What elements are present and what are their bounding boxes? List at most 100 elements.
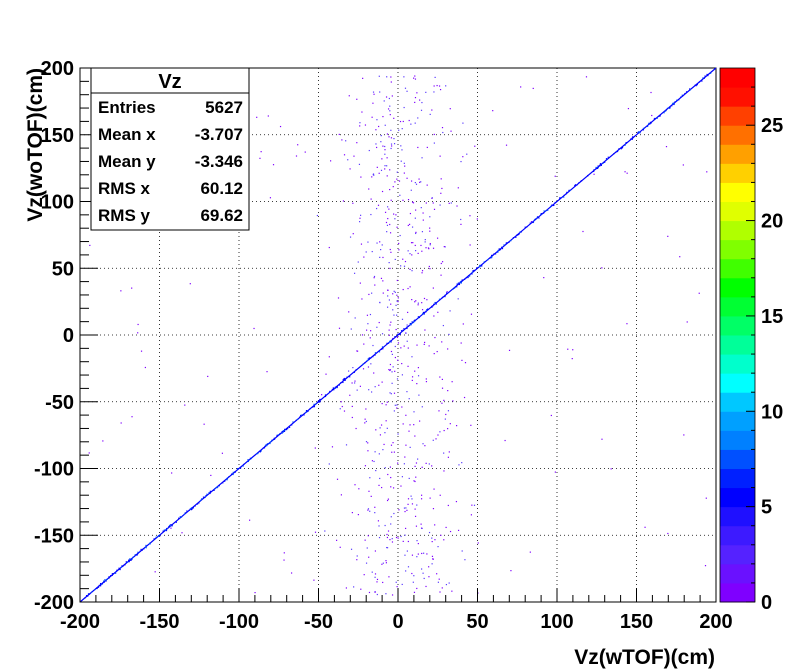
data-point <box>380 249 382 251</box>
data-point <box>428 576 430 578</box>
data-point <box>532 221 534 224</box>
data-point <box>368 591 371 594</box>
data-point <box>390 147 392 150</box>
data-point <box>685 91 688 93</box>
data-point <box>243 463 245 466</box>
data-point <box>393 137 395 140</box>
data-point <box>389 169 391 171</box>
x-tick-label: 200 <box>699 611 732 633</box>
data-point <box>664 110 667 112</box>
data-point <box>414 96 417 99</box>
data-point <box>651 114 653 117</box>
data-point <box>554 471 556 473</box>
data-point <box>431 537 433 539</box>
data-point <box>367 535 369 537</box>
data-point <box>356 350 359 352</box>
data-point <box>666 107 669 110</box>
x-tick-label: -50 <box>304 611 333 633</box>
data-point <box>391 371 393 373</box>
data-point <box>476 267 478 269</box>
data-point <box>401 318 404 320</box>
data-point <box>264 445 266 447</box>
data-point <box>232 471 234 473</box>
data-point <box>386 427 388 429</box>
data-point <box>676 99 678 101</box>
axes <box>79 67 717 603</box>
data-point <box>396 226 398 228</box>
data-point <box>593 169 595 171</box>
data-point <box>355 427 357 430</box>
data-point <box>375 469 377 472</box>
data-point <box>464 559 466 561</box>
data-point <box>411 554 414 556</box>
data-point <box>350 328 352 330</box>
data-point <box>384 149 386 151</box>
colorbar-segment <box>720 163 755 183</box>
data-point <box>459 281 462 283</box>
x-tick-label: 150 <box>620 611 653 633</box>
data-point <box>171 472 173 474</box>
data-point <box>420 498 423 500</box>
data-point <box>259 451 261 453</box>
data-point <box>520 86 522 88</box>
data-point <box>433 208 436 210</box>
data-point <box>365 329 368 331</box>
data-point <box>408 477 410 480</box>
data-point <box>491 254 493 257</box>
data-point <box>354 484 356 486</box>
data-point <box>393 512 395 515</box>
colorbar-segment <box>720 277 755 298</box>
data-point <box>411 498 413 500</box>
data-point <box>376 578 379 581</box>
data-point <box>269 442 271 445</box>
data-point <box>132 556 134 558</box>
data-point <box>637 132 639 134</box>
data-point <box>461 359 463 361</box>
data-point <box>416 504 418 506</box>
data-point <box>360 588 362 590</box>
data-point <box>414 301 416 303</box>
data-point <box>481 265 483 267</box>
colorbar-segment <box>720 315 755 336</box>
data-point <box>549 205 552 208</box>
data-point <box>139 550 141 552</box>
data-point <box>448 451 450 453</box>
data-point <box>413 575 415 577</box>
data-point <box>489 257 491 259</box>
data-point <box>656 117 658 119</box>
data-point <box>425 91 427 93</box>
data-point <box>387 289 389 291</box>
data-point <box>407 311 409 314</box>
data-point <box>376 166 378 168</box>
colorbar-segment <box>720 487 755 508</box>
data-point <box>272 438 275 440</box>
data-point <box>597 166 599 169</box>
data-point <box>442 296 444 298</box>
data-point <box>378 351 381 353</box>
data-point <box>673 103 675 105</box>
data-point <box>437 581 439 583</box>
data-point <box>405 414 407 416</box>
data-point <box>627 107 630 110</box>
data-point <box>429 244 431 246</box>
data-point <box>285 429 288 431</box>
data-point <box>698 292 700 294</box>
data-point <box>329 390 331 393</box>
data-point <box>418 178 420 180</box>
data-point <box>259 450 262 452</box>
data-point <box>362 363 364 365</box>
data-point <box>110 575 112 577</box>
data-point <box>433 85 435 87</box>
data-point <box>424 329 426 331</box>
data-point <box>398 249 400 251</box>
colorbar-tick-label: 5 <box>761 497 772 519</box>
data-point <box>386 224 389 226</box>
data-point <box>417 146 419 149</box>
data-point <box>439 204 441 206</box>
data-point <box>689 89 692 91</box>
stats-box-frame <box>90 67 250 231</box>
data-point <box>471 504 473 506</box>
data-point <box>458 282 460 284</box>
data-point <box>390 76 392 78</box>
data-point <box>429 242 431 245</box>
